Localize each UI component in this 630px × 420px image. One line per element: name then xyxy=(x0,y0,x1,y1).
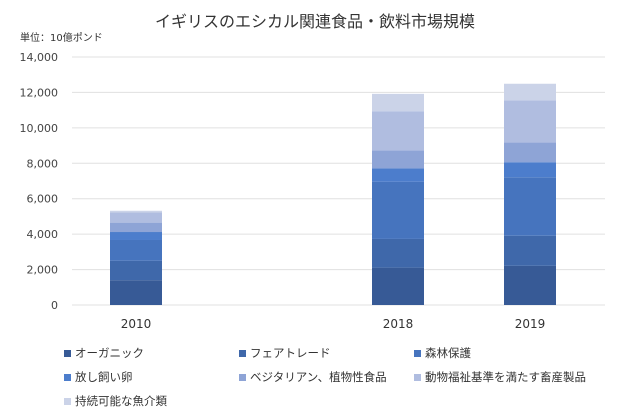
legend-swatch xyxy=(64,373,71,381)
legend-item: フェアトレード xyxy=(239,345,331,361)
unit-label: 単位：10億ポンド xyxy=(20,33,103,44)
y-tick-label: 0 xyxy=(51,299,58,312)
legend-swatch xyxy=(239,349,246,357)
bar-segment xyxy=(504,265,556,305)
legend-swatch xyxy=(64,397,71,405)
bar-segment xyxy=(504,142,556,163)
legend-swatch xyxy=(64,349,71,357)
bar-segment xyxy=(110,212,162,223)
y-tick-label: 2,000 xyxy=(27,264,59,277)
legend-label: ベジタリアン、植物性食品 xyxy=(250,370,387,384)
legend-swatch xyxy=(414,349,421,357)
bar-segment xyxy=(372,238,424,268)
bar-segment xyxy=(372,93,424,112)
y-tick-label: 8,000 xyxy=(27,157,59,170)
bar-segment xyxy=(504,235,556,266)
legend-label: 持続可能な魚介類 xyxy=(75,394,167,408)
bar-segment xyxy=(110,222,162,233)
legend-item: 放し飼い卵 xyxy=(64,369,133,385)
bar-segment xyxy=(372,267,424,305)
bar-segment xyxy=(110,260,162,281)
legend-item: 動物福祉基準を満たす畜産製品 xyxy=(414,369,586,385)
legend-label: 動物福祉基準を満たす畜産製品 xyxy=(425,370,586,384)
legend-label: オーガニック xyxy=(75,346,144,360)
bar-segment xyxy=(110,210,162,213)
bar-segment xyxy=(110,239,162,261)
bar-segment xyxy=(110,280,162,305)
bar-segment xyxy=(372,181,424,239)
bar-segment xyxy=(504,177,556,236)
y-tick-label: 10,000 xyxy=(20,122,59,135)
legend-label: 森林保護 xyxy=(425,346,471,360)
legend-item: オーガニック xyxy=(64,345,144,361)
legend-label: フェアトレード xyxy=(250,346,331,360)
bar-segment xyxy=(372,150,424,169)
bar-segment xyxy=(504,83,556,101)
y-tick-label: 6,000 xyxy=(27,193,59,206)
x-tick-label: 2019 xyxy=(515,317,546,331)
x-tick-label: 2018 xyxy=(383,317,414,331)
bar-segment xyxy=(504,162,556,178)
bar-segment xyxy=(110,232,162,240)
legend-item: ベジタリアン、植物性食品 xyxy=(239,369,387,385)
x-tick-label: 2010 xyxy=(121,317,152,331)
y-tick-label: 4,000 xyxy=(27,228,59,241)
y-tick-label: 12,000 xyxy=(20,86,59,99)
legend-label: 放し飼い卵 xyxy=(75,370,133,384)
chart-title: イギリスのエシカル関連食品・飲料市場規模 xyxy=(154,12,475,31)
legend-item: 森林保護 xyxy=(414,345,471,361)
legend-item: 持続可能な魚介類 xyxy=(64,393,167,409)
bar-segment xyxy=(372,111,424,151)
y-tick-label: 14,000 xyxy=(20,51,59,64)
bar-segment xyxy=(372,168,424,182)
chart-plot: 0 2,000 4,000 6,000 8,000 10,000 12,000 14,000 2… xyxy=(20,51,605,331)
bar-segment xyxy=(504,100,556,143)
legend-swatch xyxy=(239,373,246,381)
legend-swatch xyxy=(414,373,421,381)
